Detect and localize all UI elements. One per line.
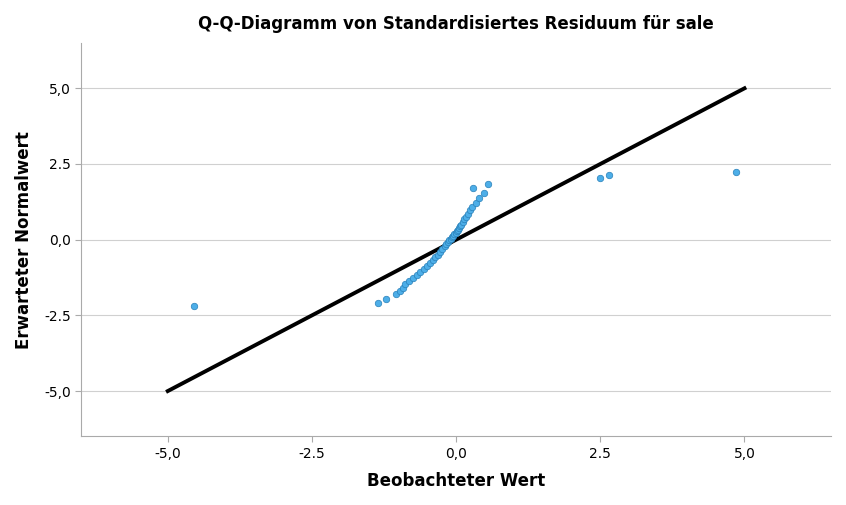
Point (602, 172, 616, 180)
Point (436, 245, 449, 253)
Point (440, 240, 453, 248)
Point (379, 295, 393, 303)
Point (469, 198, 482, 207)
Point (414, 268, 427, 276)
Point (426, 256, 440, 264)
Point (442, 238, 455, 246)
Point (451, 226, 464, 234)
Point (450, 227, 464, 235)
Point (481, 180, 495, 188)
X-axis label: Beobachteter Wert: Beobachteter Wert (367, 472, 546, 490)
Point (433, 248, 447, 256)
Point (453, 222, 467, 230)
Point (396, 283, 409, 291)
Point (472, 194, 486, 202)
Point (445, 233, 459, 241)
Point (459, 213, 473, 221)
Point (477, 189, 491, 197)
Point (187, 302, 201, 311)
Point (729, 169, 743, 177)
Point (464, 206, 477, 214)
Point (442, 236, 456, 244)
Point (458, 215, 471, 223)
Point (594, 174, 607, 182)
Point (448, 229, 462, 237)
Point (417, 265, 431, 273)
Point (429, 253, 442, 261)
Point (431, 250, 444, 259)
Title: Q-Q-Diagramm von Standardisiertes Residuum für sale: Q-Q-Diagramm von Standardisiertes Residu… (198, 15, 714, 33)
Point (393, 286, 406, 294)
Point (453, 224, 466, 232)
Y-axis label: Erwarteter Normalwert: Erwarteter Normalwert (15, 131, 33, 348)
Point (448, 230, 461, 238)
Point (389, 290, 403, 298)
Point (420, 262, 434, 270)
Point (456, 218, 470, 226)
Point (447, 232, 460, 240)
Point (444, 235, 458, 243)
Point (398, 280, 412, 288)
Point (438, 242, 452, 250)
Point (454, 221, 468, 229)
Point (402, 277, 415, 285)
Point (467, 183, 481, 191)
Point (406, 274, 420, 282)
Point (410, 271, 424, 279)
Point (423, 259, 437, 267)
Point (461, 210, 475, 218)
Point (371, 299, 385, 308)
Point (465, 203, 479, 211)
